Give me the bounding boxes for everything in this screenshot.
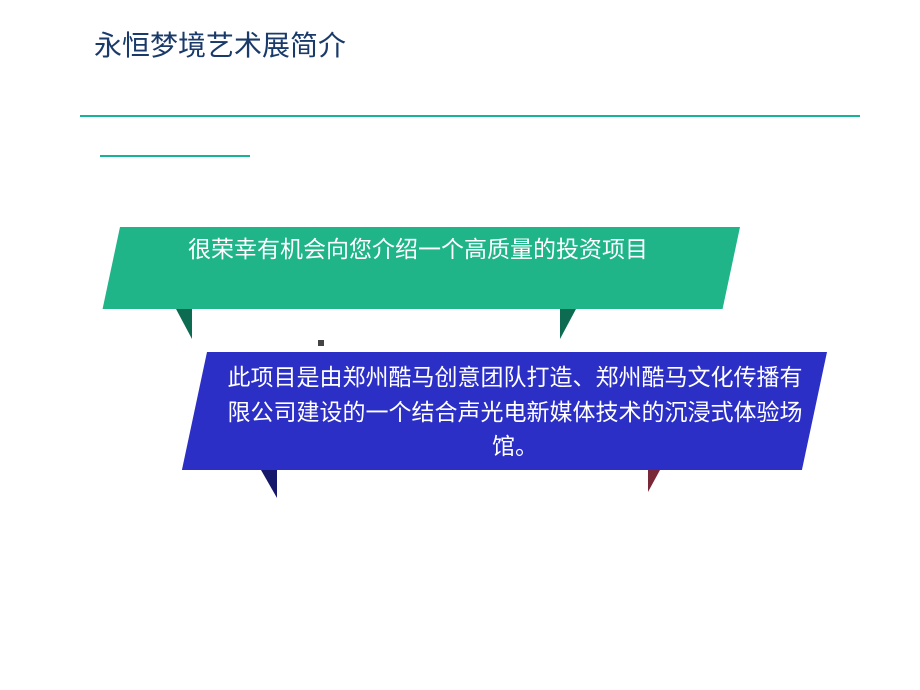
blue-banner-tail-right [648,470,672,492]
green-banner-tail-left [160,309,192,339]
page-title: 永恒梦境艺术展简介 [80,28,360,64]
divider-short [100,155,250,157]
green-banner-text: 很荣幸有机会向您介绍一个高质量的投资项目 [142,232,727,267]
green-banner-tail-right [560,309,592,339]
blue-banner-text: 此项目是由郑州酷马创意团队打造、郑州酷马文化传播有限公司建设的一个结合声光电新媒… [225,360,805,464]
blue-banner-tail-left [245,470,277,498]
center-marker-icon [318,340,324,346]
divider-main [80,115,860,117]
